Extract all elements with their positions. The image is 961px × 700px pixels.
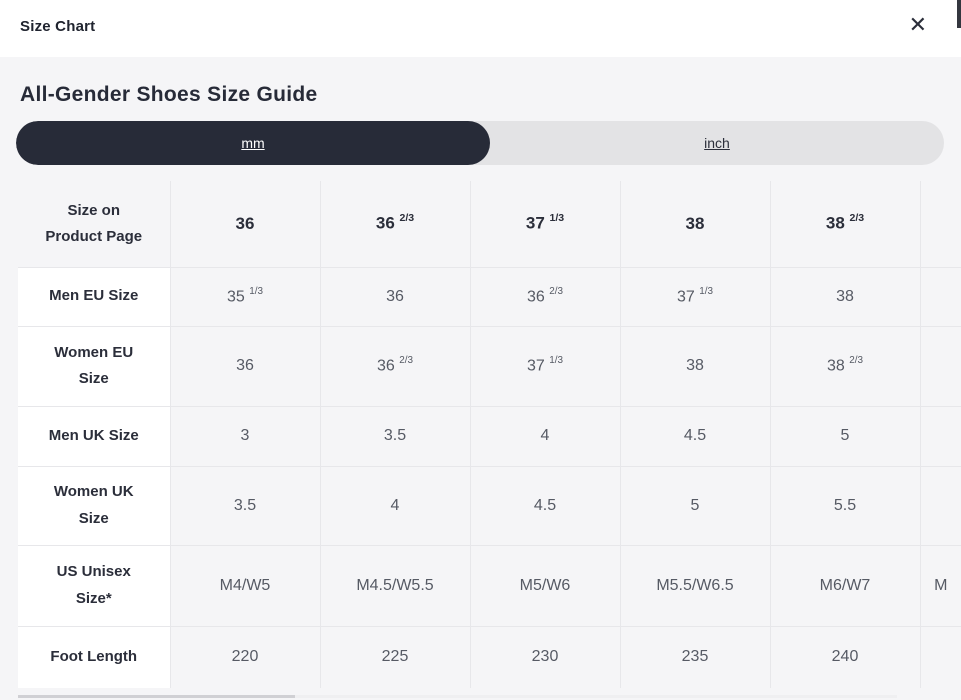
table-row: US Unisex Size* M4/W5 M4.5/W5.5 M5/W6 M5.5/W… xyxy=(17,544,961,627)
size-cell: 37 1/3 xyxy=(619,266,771,327)
fraction-superscript: 2/3 xyxy=(849,212,865,225)
size-cell: 4.5 xyxy=(469,465,621,546)
size-cell: 5 xyxy=(769,405,921,467)
size-cell: 240 xyxy=(769,625,921,689)
partial-size-cell xyxy=(919,266,961,327)
size-cell: 3 xyxy=(169,405,321,467)
size-cell: 36 xyxy=(319,266,471,327)
size-cell: 38 xyxy=(769,266,921,327)
close-button[interactable]: ✕ xyxy=(905,10,931,40)
partial-size-cell xyxy=(919,465,961,546)
table-row: Men UK Size 3 3.5 4 4.5 5 xyxy=(17,405,961,467)
toggle-option-inch[interactable]: inch xyxy=(704,135,730,151)
size-cell: 220 xyxy=(169,625,321,689)
page-title: All-Gender Shoes Size Guide xyxy=(20,83,318,106)
partial-size-cell xyxy=(919,405,961,467)
size-cell: 5 xyxy=(619,465,771,546)
table-header-row: Size on Product Page 36 36 2/3 37 1/3 38 38 2… xyxy=(17,180,961,268)
partial-column-header xyxy=(919,180,961,268)
modal-header: Size Chart ✕ xyxy=(0,0,961,57)
size-cell: M4/W5 xyxy=(169,544,321,627)
column-header: 36 2/3 xyxy=(319,180,471,268)
close-icon: ✕ xyxy=(908,12,927,37)
size-cell: 4.5 xyxy=(619,405,771,467)
column-header: 36 xyxy=(169,180,321,268)
column-header: 38 2/3 xyxy=(769,180,921,268)
row-label: Women UK Size xyxy=(17,465,171,546)
size-cell: 36 2/3 xyxy=(469,266,621,327)
size-cell: 36 xyxy=(169,325,321,407)
size-cell: M5.5/W6.5 xyxy=(619,544,771,627)
size-cell: M4.5/W5.5 xyxy=(319,544,471,627)
size-cell: 225 xyxy=(319,625,471,689)
size-cell: M6/W7 xyxy=(769,544,921,627)
table-row: Men EU Size 35 1/3 36 36 2/3 37 1/3 38 xyxy=(17,266,961,327)
fraction-superscript: 1/3 xyxy=(249,285,264,297)
column-header: 38 xyxy=(619,180,771,268)
size-table-body: Size on Product Page 36 36 2/3 37 1/3 38 38 2… xyxy=(17,180,961,689)
size-cell: 4 xyxy=(469,405,621,467)
partial-size-cell xyxy=(919,625,961,689)
toggle-option-mm[interactable]: mm xyxy=(16,121,490,165)
fraction-superscript: 1/3 xyxy=(549,355,564,367)
row-label: US Unisex Size* xyxy=(17,544,171,627)
row-label: Men EU Size xyxy=(17,266,171,327)
horizontal-scrollbar[interactable] xyxy=(18,695,897,698)
fraction-superscript: 2/3 xyxy=(849,355,864,367)
modal-title: Size Chart xyxy=(20,18,96,35)
size-cell: 38 xyxy=(619,325,771,407)
unit-toggle: mm inch xyxy=(16,121,944,165)
size-table: Size on Product Page 36 36 2/3 37 1/3 38 38 2… xyxy=(17,180,961,689)
corner-header: Size on Product Page xyxy=(17,180,171,268)
size-cell: M5/W6 xyxy=(469,544,621,627)
column-header: 37 1/3 xyxy=(469,180,621,268)
size-cell: 38 2/3 xyxy=(769,325,921,407)
size-cell: 4 xyxy=(319,465,471,546)
size-cell: 37 1/3 xyxy=(469,325,621,407)
table-row: Women EU Size 36 36 2/3 37 1/3 38 38 2/3 xyxy=(17,325,961,407)
fraction-superscript: 1/3 xyxy=(549,212,565,225)
vertical-scrollbar-thumb[interactable] xyxy=(957,0,961,28)
fraction-superscript: 2/3 xyxy=(549,285,564,297)
table-row: Women UK Size 3.5 4 4.5 5 5.5 xyxy=(17,465,961,546)
table-row: Foot Length 220 225 230 235 240 xyxy=(17,625,961,689)
row-label: Foot Length xyxy=(17,625,171,689)
horizontal-scrollbar-thumb[interactable] xyxy=(18,695,295,698)
row-label: Women EU Size xyxy=(17,325,171,407)
size-cell: 36 2/3 xyxy=(319,325,471,407)
size-cell: 230 xyxy=(469,625,621,689)
partial-size-cell: M xyxy=(919,544,961,627)
fraction-superscript: 2/3 xyxy=(399,355,414,367)
row-label: Men UK Size xyxy=(17,405,171,467)
fraction-superscript: 2/3 xyxy=(399,212,415,225)
partial-size-cell xyxy=(919,325,961,407)
size-cell: 3.5 xyxy=(319,405,471,467)
size-cell: 5.5 xyxy=(769,465,921,546)
size-cell: 235 xyxy=(619,625,771,689)
size-cell: 3.5 xyxy=(169,465,321,546)
size-cell: 35 1/3 xyxy=(169,266,321,327)
fraction-superscript: 1/3 xyxy=(699,285,714,297)
